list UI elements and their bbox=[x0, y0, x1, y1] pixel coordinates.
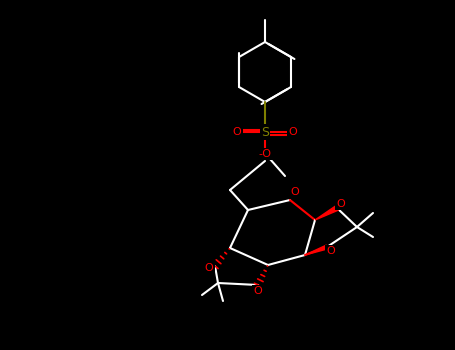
Text: S: S bbox=[261, 126, 269, 139]
Text: O: O bbox=[253, 286, 263, 296]
Text: O: O bbox=[337, 199, 345, 209]
Text: -O: -O bbox=[258, 149, 272, 159]
Text: O: O bbox=[291, 187, 299, 197]
Text: O: O bbox=[327, 246, 335, 256]
Text: O: O bbox=[233, 127, 241, 137]
Polygon shape bbox=[315, 206, 338, 220]
Text: O: O bbox=[288, 127, 298, 137]
Text: O: O bbox=[205, 263, 213, 273]
Polygon shape bbox=[305, 245, 328, 255]
